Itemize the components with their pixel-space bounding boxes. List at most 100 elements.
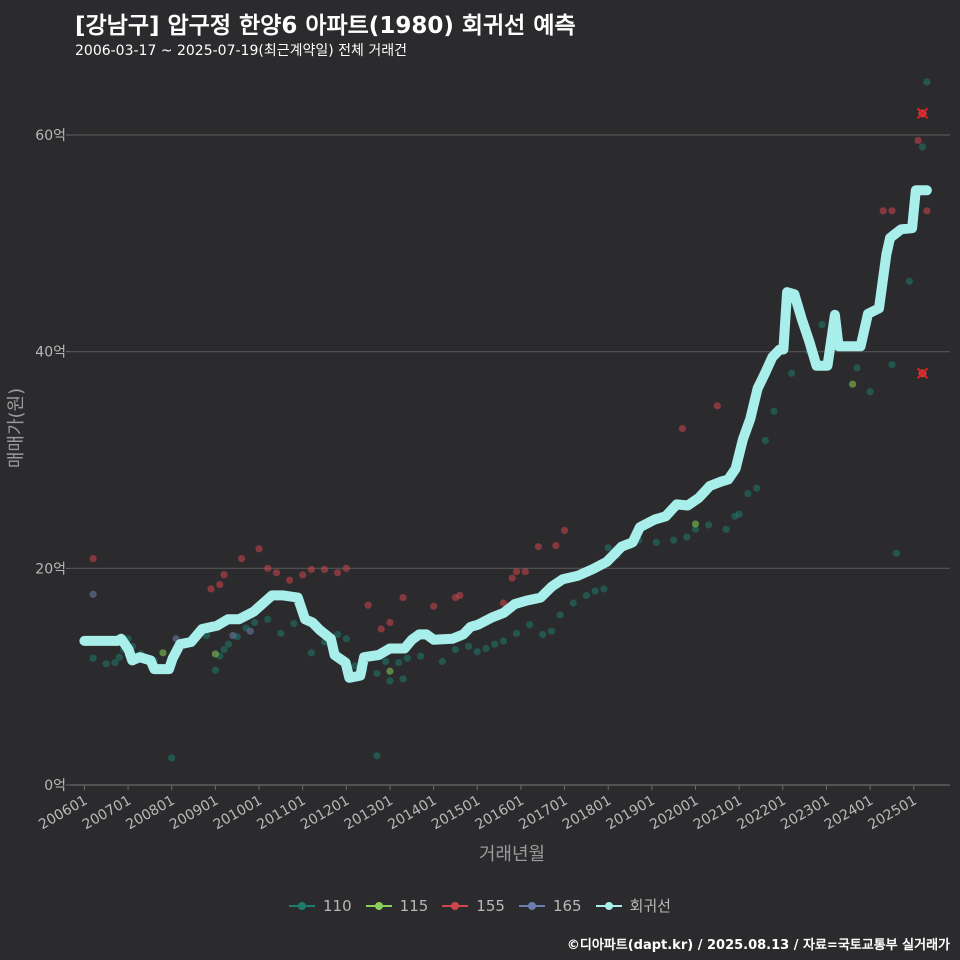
data-point-110 — [735, 510, 743, 518]
data-point-110 — [416, 652, 425, 660]
data-point-165 — [246, 627, 254, 635]
data-point-155 — [307, 565, 315, 574]
source-credit: ©디아파트(dapt.kr) / 2025.08.13 / 자료=국토교통부 실… — [566, 938, 950, 953]
x-tick-label: 202301 — [778, 793, 832, 834]
regression-line — [79, 185, 932, 683]
data-point-155 — [377, 625, 385, 633]
data-point-110 — [373, 752, 381, 760]
data-point-110 — [582, 591, 590, 600]
data-point-115 — [159, 649, 167, 657]
legend-key-110 — [289, 900, 316, 912]
data-point-110 — [307, 649, 315, 657]
data-point-155 — [255, 545, 263, 553]
data-point-110 — [277, 629, 285, 637]
data-point-110 — [211, 666, 219, 674]
data-points — [89, 78, 931, 762]
data-point-110 — [403, 654, 412, 662]
data-point-110 — [102, 660, 110, 668]
data-point-155 — [923, 207, 931, 215]
data-point-110 — [499, 637, 508, 645]
y-axis-ticks: 0억 20억 40억 60억 — [35, 128, 70, 794]
legend-key-155 — [442, 900, 469, 912]
data-point-110 — [705, 521, 713, 529]
legend-label-110: 110 — [323, 896, 352, 915]
data-point-165 — [229, 631, 237, 640]
data-point-110 — [905, 277, 914, 285]
data-point-155 — [216, 580, 224, 589]
chart-title: [강남구] 압구정 한양6 아파트(1980) 회귀선 예측 — [75, 13, 576, 39]
x-tick-label: 201601 — [473, 793, 527, 834]
data-point-110 — [691, 525, 700, 533]
data-point-110 — [866, 388, 874, 396]
legend-key-115 — [365, 900, 392, 912]
data-point-110 — [438, 657, 446, 666]
data-point-155 — [264, 564, 272, 572]
data-point-110 — [888, 361, 896, 369]
x-tick-label: 201701 — [516, 793, 570, 834]
data-point-110 — [373, 669, 381, 678]
data-point-110 — [220, 645, 228, 654]
data-point-110 — [547, 627, 556, 635]
x-tick-label: 202401 — [822, 793, 876, 834]
legend-label-155: 155 — [476, 896, 505, 915]
data-point-155 — [399, 593, 407, 602]
data-point-155 — [560, 526, 569, 535]
data-point-115 — [211, 650, 219, 658]
data-point-110 — [333, 630, 342, 639]
data-point-155 — [299, 571, 307, 579]
y-tick-label: 0억 — [44, 778, 66, 794]
data-point-110 — [722, 525, 730, 533]
data-point-110 — [512, 629, 521, 637]
data-point-110 — [853, 364, 861, 372]
data-point-110 — [264, 615, 272, 623]
data-point-110 — [482, 644, 490, 653]
data-point-110 — [168, 754, 176, 762]
data-point-115 — [849, 380, 857, 388]
data-point-110 — [224, 640, 233, 648]
data-point-110 — [761, 436, 769, 445]
legend: 110 115 155 165 회귀선 — [0, 895, 960, 916]
data-point-115 — [386, 667, 394, 675]
y-tick-label: 20억 — [35, 561, 66, 577]
y-tick-label: 40억 — [35, 345, 66, 361]
data-point-155 — [342, 564, 350, 572]
data-point-155 — [285, 576, 294, 584]
data-point-110 — [670, 536, 678, 544]
data-point-155 — [512, 567, 521, 576]
data-point-155 — [364, 601, 372, 609]
data-point-110 — [770, 407, 778, 415]
data-point-110 — [918, 143, 927, 151]
data-point-110 — [203, 631, 211, 640]
x-tick-label: 201201 — [298, 793, 352, 834]
data-point-115 — [691, 520, 700, 528]
y-tick-label: 60억 — [35, 128, 66, 144]
data-point-155 — [333, 569, 342, 577]
regression-line-group — [79, 185, 932, 683]
data-point-155 — [521, 567, 529, 576]
legend-item-115: 115 — [365, 897, 428, 915]
data-point-155 — [456, 591, 464, 600]
data-point-155 — [237, 554, 246, 563]
data-point-165 — [89, 590, 97, 598]
data-point-110 — [526, 621, 534, 629]
data-point-155 — [888, 207, 896, 215]
data-point-110 — [464, 642, 473, 650]
cancelled-cross — [916, 107, 929, 120]
x-tick-label: 200701 — [80, 793, 134, 834]
data-point-155 — [499, 599, 508, 607]
legend-item-155: 155 — [442, 897, 505, 915]
data-point-155 — [386, 618, 394, 627]
legend-item-110: 110 — [289, 897, 352, 915]
data-point-110 — [744, 489, 752, 498]
legend-label-165: 165 — [552, 896, 582, 915]
x-tick-label: 202501 — [865, 793, 919, 834]
data-point-110 — [600, 585, 608, 593]
data-point-110 — [251, 618, 259, 627]
data-point-110 — [923, 78, 931, 86]
data-point-110 — [386, 677, 394, 685]
data-point-110 — [451, 645, 460, 654]
data-point-155 — [220, 571, 228, 579]
legend-item-regression: 회귀선 — [595, 895, 671, 916]
x-tick-label: 201401 — [385, 793, 439, 834]
data-point-110 — [89, 654, 97, 662]
